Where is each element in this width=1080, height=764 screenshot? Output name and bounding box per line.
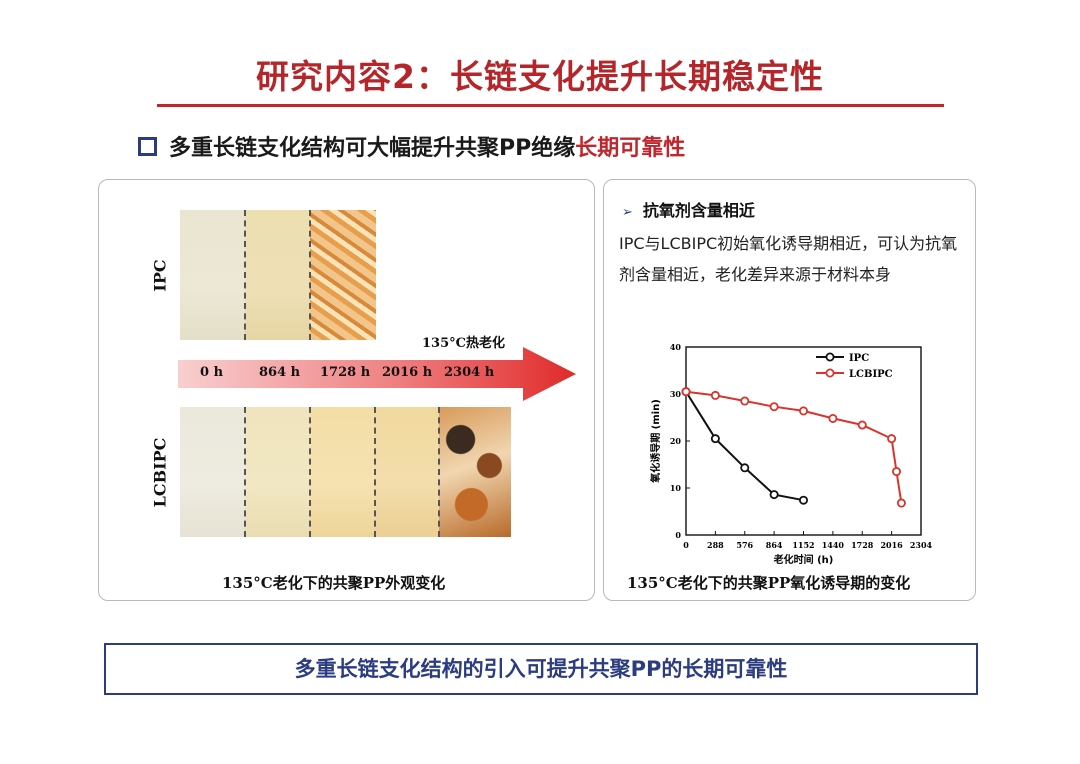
data-point-lcbipc: [896, 498, 906, 508]
bullet-heading: ➢ 抗氧剂含量相近: [622, 197, 755, 221]
divider-line: [309, 407, 311, 537]
appearance-caption: 135°C老化下的共聚PP外观变化: [222, 574, 446, 592]
y-tick-label: 10: [670, 483, 682, 493]
subheading: 多重长链支化结构可大幅提升共聚PP绝缘长期可靠性: [138, 130, 685, 162]
divider-line: [244, 407, 246, 537]
lcbipc-sample-2016h: [375, 407, 439, 537]
lcbipc-sample-1728h: [310, 407, 375, 537]
legend-label: LCBIPC: [849, 369, 893, 380]
data-point-lcbipc: [740, 396, 750, 406]
data-point-lcbipc: [892, 467, 902, 477]
ipc-sample-864h: [245, 210, 310, 340]
oit-caption: 135°C老化下的共聚PP氧化诱导期的变化: [627, 574, 911, 592]
row-label-lcbipc: LCBIPC: [150, 437, 170, 508]
data-point-lcbipc: [769, 402, 779, 412]
y-tick-label: 20: [670, 436, 682, 446]
subheading-highlight: 长期可靠性: [575, 136, 686, 161]
x-tick-label: 576: [736, 540, 753, 550]
conclusion-box: 多重长链支化结构的引入可提升共聚PP的长期可靠性: [104, 643, 978, 695]
oit-panel: [603, 179, 976, 601]
data-point-lcbipc: [828, 413, 838, 423]
ipc-sample-aged: [310, 210, 376, 340]
subheading-text: 多重长链支化结构可大幅提升共聚PP绝缘: [169, 136, 576, 161]
data-point-lcbipc: [798, 406, 808, 416]
data-point-lcbipc: [681, 387, 691, 397]
time-label-1: 864 h: [259, 365, 301, 380]
data-point-lcbipc: [887, 434, 897, 444]
row-label-ipc: IPC: [150, 259, 170, 292]
bullet-text: 抗氧剂含量相近: [642, 201, 755, 220]
divider-line: [438, 407, 440, 537]
divider-line: [309, 210, 311, 340]
ipc-sample-0h: [180, 210, 245, 340]
x-tick-label: 0: [683, 540, 689, 550]
slide-title: 研究内容2：长链支化提升长期稳定性: [256, 57, 824, 96]
x-tick-label: 1152: [792, 540, 814, 550]
divider-line: [244, 210, 246, 340]
y-tick-label: 40: [670, 342, 682, 352]
x-tick-label: 2304: [910, 540, 933, 550]
x-axis-label: 老化时间 (h): [773, 553, 834, 566]
divider-line: [374, 407, 376, 537]
data-point-ipc: [710, 434, 720, 444]
arrowhead-bullet-icon: ➢: [622, 205, 633, 220]
lcbipc-sample-864h: [245, 407, 310, 537]
lcbipc-sample-2304h: [439, 407, 511, 537]
legend-marker: [825, 352, 835, 362]
lcbipc-sample-0h: [180, 407, 245, 537]
x-tick-label: 1728: [851, 540, 874, 550]
oit-chart: 0 288 576 864 1152 1440 1728 2016 2304 0 10 20 30 40 老…: [649, 342, 933, 566]
x-tick-label: 1440: [822, 540, 845, 550]
data-point-ipc: [769, 490, 779, 500]
aging-arrow: [178, 347, 576, 401]
time-label-3: 2016 h: [382, 365, 433, 380]
data-point-ipc: [740, 463, 750, 473]
time-label-4: 2304 h: [444, 365, 495, 380]
y-tick-label: 0: [675, 530, 681, 540]
square-bullet-icon: [138, 136, 157, 156]
x-tick-label: 288: [707, 540, 724, 550]
series-line-lcbipc: [685, 390, 903, 504]
data-point-lcbipc: [857, 420, 867, 430]
legend-label: IPC: [849, 353, 869, 364]
y-tick-label: 30: [670, 389, 682, 399]
explanation-text: IPC与LCBIPC初始氧化诱导期相近，可认为抗氧剂含量相近，老化差异来源于材料…: [619, 234, 958, 284]
time-label-2: 1728 h: [320, 365, 371, 380]
data-point-ipc: [798, 495, 808, 505]
x-tick-label: 2016: [880, 540, 903, 550]
x-tick-label: 864: [766, 540, 783, 550]
y-axis-label: 氧化诱导期 (min): [649, 399, 662, 484]
data-point-lcbipc: [710, 390, 720, 400]
title-underline: [157, 104, 944, 107]
time-label-0: 0 h: [200, 365, 224, 380]
legend-marker: [825, 368, 835, 378]
arrow-label: 135°C热老化: [422, 336, 505, 351]
